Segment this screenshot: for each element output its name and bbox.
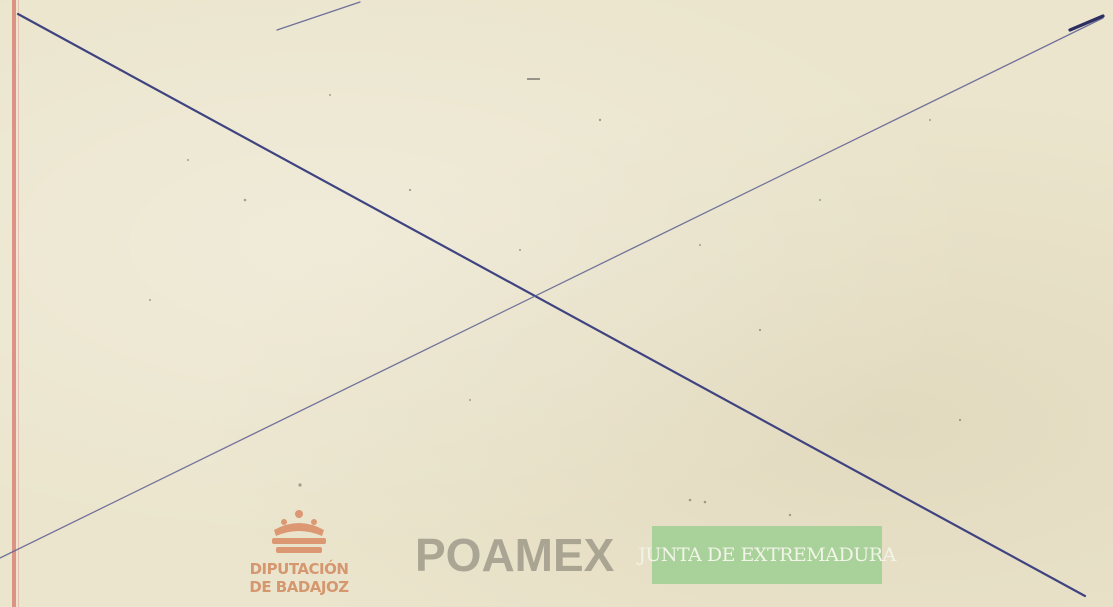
ink-specks — [118, 68, 962, 517]
cross-stroke-tip — [1068, 14, 1105, 32]
cross-stroke-secondary — [0, 17, 1104, 559]
diputacion-badajoz-logo: DIPUTACIÓN DE BADAJOZ — [234, 508, 364, 600]
seal-line-1: DIPUTACIÓN — [249, 560, 349, 578]
pen-stroke-top — [276, 1, 361, 31]
crown-icon — [272, 510, 326, 553]
footer-logos: DIPUTACIÓN DE BADAJOZ POAMEX JUNTA DE EX… — [0, 500, 1113, 607]
junta-text: JUNTA DE EXTREMADURA — [638, 544, 896, 566]
cross-stroke-main — [16, 12, 1087, 598]
poamex-logo: POAMEX — [415, 529, 615, 581]
seal-line-2: DE BADAJOZ — [249, 578, 349, 596]
junta-extremadura-logo: JUNTA DE EXTREMADURA — [638, 526, 896, 584]
red-margin-line — [12, 0, 16, 607]
red-margin-line-thin — [18, 0, 19, 607]
